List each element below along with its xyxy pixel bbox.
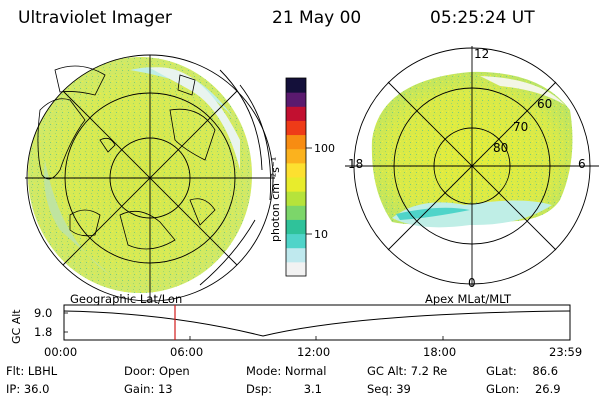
mlat-label-70: 70: [513, 120, 528, 134]
ip-label: IP:: [6, 382, 21, 396]
gcalt-value: 7.2 Re: [410, 364, 448, 378]
colorbar-band: [286, 120, 306, 136]
colorbar-tick-100: 100: [314, 142, 335, 155]
right-map-label: Apex MLat/MLT: [425, 292, 512, 306]
glon-value: 26.9: [534, 382, 561, 396]
filter-label: Flt:: [6, 364, 25, 378]
door-label: Door:: [124, 364, 156, 378]
timeline-xtick-3: 18:00: [423, 345, 456, 359]
glat-label: GLat:: [486, 364, 517, 378]
colorbar-band: [286, 106, 306, 121]
gain-field: Gain: 13: [124, 382, 173, 396]
filter-field: Flt: LBHL: [6, 364, 57, 378]
colorbar-unit-label: photon cm⁻²s⁻¹: [269, 157, 282, 242]
mlt-label-bottom: 0: [468, 276, 476, 290]
mlt-label-right: 6: [578, 157, 586, 171]
time-label: 05:25:24 UT: [430, 8, 535, 28]
dsp-label: Dsp:: [246, 382, 273, 396]
timeline-axis-label: GC Alt: [10, 309, 23, 344]
filter-value: LBHL: [27, 364, 58, 378]
dsp-field: Dsp: 3.1: [246, 382, 322, 396]
gcalt-field: GC Alt: 7.2 Re: [367, 364, 447, 378]
seq-field: Seq: 39: [367, 382, 411, 396]
door-value: Open: [158, 364, 190, 378]
timeline-frame: [63, 304, 571, 341]
gain-label: Gain:: [124, 382, 155, 396]
colorbar-band: [286, 261, 306, 277]
ip-value: 36.0: [23, 382, 50, 396]
glon-label: GLon:: [486, 382, 520, 396]
timeline-ytick-low: 1.8: [34, 325, 52, 339]
colorbar: [286, 78, 306, 277]
seq-value: 39: [396, 382, 411, 396]
glat-field: GLat: 86.6: [486, 364, 558, 378]
colorbar-band: [286, 233, 306, 249]
timeline-ytick-high: 9.0: [34, 306, 52, 320]
left-image-area: [28, 57, 252, 293]
colorbar-band: [286, 205, 306, 220]
instrument-title: Ultraviolet Imager: [18, 8, 172, 28]
colorbar-band: [286, 177, 306, 192]
mlt-label-left: 18: [348, 157, 363, 171]
glon-field: GLon: 26.9: [486, 382, 561, 396]
date-label: 21 May 00: [272, 8, 362, 28]
colorbar-band: [286, 92, 306, 107]
colorbar-tick-10: 10: [314, 228, 328, 241]
mlat-label-80: 80: [493, 141, 508, 155]
right-grid: [345, 46, 599, 286]
timeline-xtick-1: 06:00: [170, 345, 203, 359]
colorbar-band: [286, 191, 306, 206]
altitude-curve: [63, 310, 571, 337]
mode-field: Mode: Normal: [246, 364, 326, 378]
colorbar-band: [286, 247, 306, 263]
ip-field: IP: 36.0: [6, 382, 49, 396]
gain-value: 13: [157, 382, 173, 396]
colorbar-band: [286, 219, 306, 235]
left-grid: [25, 54, 275, 302]
mlt-label-top: 12: [474, 47, 489, 61]
colorbar-band: [286, 78, 306, 93]
timeline-xtick-0: 00:00: [44, 345, 77, 359]
gcalt-label: GC Alt:: [367, 364, 408, 378]
coastlines: [37, 65, 216, 250]
colorbar-frame: [285, 77, 307, 277]
colorbar-band: [286, 162, 306, 178]
colorbar-band: [286, 148, 306, 164]
door-field: Door: Open: [124, 364, 190, 378]
left-map-label: Geographic Lat/Lon: [70, 292, 182, 306]
mode-value: Normal: [284, 364, 327, 378]
timeline-xtick-4: 23:59: [549, 345, 582, 359]
seq-label: Seq:: [367, 382, 393, 396]
mode-label: Mode:: [246, 364, 282, 378]
timeline-xtick-2: 12:00: [297, 345, 330, 359]
dsp-value: 3.1: [303, 382, 322, 396]
mlat-label-60: 60: [537, 97, 552, 111]
colorbar-band: [286, 134, 306, 150]
glat-value: 86.6: [532, 364, 559, 378]
